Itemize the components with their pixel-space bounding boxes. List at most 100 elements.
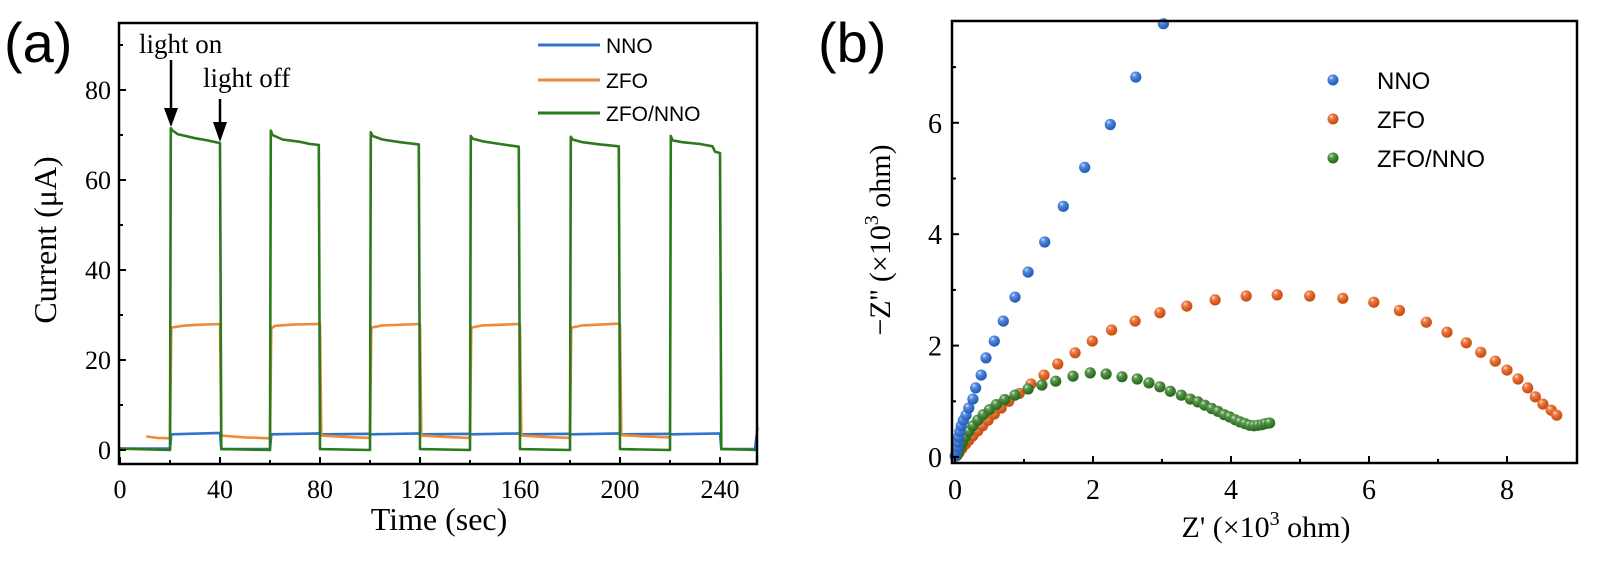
data-point-nno bbox=[963, 402, 975, 414]
legend-label-zfo-nno: ZFO/NNO bbox=[606, 103, 701, 126]
data-point-zfo bbox=[1304, 290, 1316, 302]
panel-b-legend: NNO ZFO ZFO/NNO bbox=[1327, 68, 1485, 173]
legend-item-nno: NNO bbox=[1327, 68, 1430, 95]
x-tick-label: 200 bbox=[601, 475, 640, 504]
y-tick-label: 60 bbox=[85, 166, 111, 195]
data-point-zfo-nno bbox=[1116, 371, 1128, 383]
data-point-zfo bbox=[1337, 292, 1349, 304]
series-points-zfo bbox=[950, 289, 1563, 462]
x-tick-label: 120 bbox=[401, 475, 440, 504]
data-point-zfo-nno bbox=[1084, 367, 1096, 379]
data-point-zfo-nno bbox=[1036, 379, 1048, 391]
series-line-zfo bbox=[146, 322, 671, 440]
x-tick-label: 0 bbox=[948, 475, 962, 506]
panel-a-axes bbox=[117, 21, 759, 466]
data-point-zfo bbox=[1522, 382, 1534, 394]
data-point-zfo bbox=[1240, 290, 1252, 302]
data-point-zfo bbox=[1038, 369, 1050, 381]
data-point-zfo bbox=[1209, 294, 1221, 306]
legend-item-zfo: ZFO bbox=[1327, 107, 1425, 134]
panel-a-frame bbox=[117, 21, 759, 466]
data-point-nno bbox=[1130, 71, 1142, 83]
data-point-zfo bbox=[1501, 364, 1513, 376]
y-tick-label: 0 bbox=[98, 436, 111, 465]
panel-b-series bbox=[949, 18, 1563, 462]
data-point-nno bbox=[1022, 266, 1034, 278]
data-point-nno bbox=[1079, 161, 1091, 173]
data-point-zfo-nno bbox=[1164, 385, 1176, 397]
x-tick-label: 2 bbox=[1086, 475, 1100, 506]
data-point-zfo bbox=[1086, 335, 1098, 347]
y-tick-label: 6 bbox=[928, 109, 942, 140]
data-point-zfo-nno bbox=[1050, 375, 1062, 387]
series-line-zfo-nno bbox=[119, 127, 758, 452]
legend-label-zfo: ZFO bbox=[1377, 107, 1425, 134]
annotation-light-on: light on bbox=[139, 29, 223, 59]
panel-a-legend: NNO ZFO ZFO/NNO bbox=[538, 35, 701, 126]
panel-b-label: (b) bbox=[818, 11, 886, 74]
panel-b-ticks: 0 2 4 6 8 0 2 4 6 bbox=[928, 66, 1514, 506]
data-point-zfo-nno bbox=[1175, 389, 1187, 401]
panel-a-y-axis-label: Current (μA) bbox=[27, 156, 63, 323]
data-point-zfo bbox=[1529, 391, 1541, 403]
y-tick-label: 40 bbox=[85, 256, 111, 285]
series-points-nno bbox=[949, 18, 1169, 462]
x-tick-label: 6 bbox=[1362, 475, 1376, 506]
panel-b-axes bbox=[950, 19, 1579, 465]
data-point-nno bbox=[975, 369, 987, 381]
panel-a-ticks: 0 40 80 120 160 200 240 0 20 40 60 80 bbox=[85, 44, 740, 504]
x-tick-label: 0 bbox=[114, 475, 127, 504]
data-point-zfo-nno bbox=[999, 394, 1011, 406]
data-point-zfo-nno bbox=[1022, 383, 1034, 395]
data-point-zfo-nno bbox=[990, 399, 1003, 411]
data-point-zfo bbox=[1460, 337, 1472, 349]
x-tick-label: 240 bbox=[701, 475, 740, 504]
data-point-zfo bbox=[1368, 296, 1380, 308]
x-tick-label: 160 bbox=[501, 475, 540, 504]
data-point-nno bbox=[970, 382, 982, 394]
x-tick-label: 4 bbox=[1224, 475, 1238, 506]
data-point-zfo bbox=[1106, 324, 1118, 336]
x-tick-label: 8 bbox=[1500, 475, 1514, 506]
legend-label-zfo-nno: ZFO/NNO bbox=[1377, 146, 1485, 173]
legend-marker-zfo-nno bbox=[1327, 152, 1339, 164]
legend-label-nno: NNO bbox=[1377, 68, 1430, 95]
data-point-zfo bbox=[1441, 326, 1453, 338]
data-point-zfo-nno bbox=[1131, 373, 1143, 385]
data-point-zfo bbox=[1154, 307, 1166, 319]
data-point-zfo-nno bbox=[1143, 377, 1155, 389]
data-point-zfo bbox=[1475, 346, 1487, 358]
y-tick-label: 80 bbox=[85, 76, 111, 105]
panel-a: (a) 0 40 80 120 160 200 240 0 20 40 60 80 Time (sec… bbox=[4, 11, 759, 537]
data-point-zfo bbox=[1069, 347, 1081, 359]
legend-item-nno: NNO bbox=[538, 35, 653, 58]
x-tick-label: 80 bbox=[307, 475, 333, 504]
legend-label-zfo: ZFO bbox=[606, 70, 648, 93]
data-point-nno bbox=[1009, 291, 1021, 303]
panel-b-y-axis-label: −Z'' (×103 ohm) bbox=[861, 144, 897, 335]
data-point-nno bbox=[997, 315, 1009, 327]
data-point-zfo bbox=[1489, 355, 1501, 367]
data-point-zfo bbox=[1420, 316, 1432, 328]
data-point-zfo bbox=[1551, 409, 1563, 421]
legend-marker-zfo bbox=[1327, 113, 1339, 125]
data-point-nno bbox=[980, 352, 992, 364]
panel-a-series bbox=[119, 127, 759, 452]
legend-item-zfo-nno: ZFO/NNO bbox=[1327, 146, 1485, 173]
data-point-zfo bbox=[1393, 304, 1405, 317]
panel-a-annotations: light on light off bbox=[139, 29, 290, 142]
annotation-light-off: light off bbox=[203, 63, 290, 93]
data-point-zfo-nno bbox=[1009, 389, 1021, 401]
legend-marker-nno bbox=[1327, 74, 1339, 86]
data-point-zfo-nno bbox=[1067, 370, 1079, 382]
data-point-zfo-nno bbox=[1100, 368, 1112, 380]
legend-item-zfo-nno: ZFO/NNO bbox=[538, 103, 701, 126]
data-point-nno bbox=[1104, 118, 1116, 131]
panel-b-x-axis-label: Z' (×103 ohm) bbox=[1182, 508, 1351, 544]
series-points-zfo-nno bbox=[951, 367, 1276, 461]
y-tick-label: 4 bbox=[928, 220, 942, 251]
data-point-nno bbox=[1057, 200, 1069, 212]
arrow-light-off-icon bbox=[213, 99, 227, 142]
x-tick-label: 40 bbox=[207, 475, 233, 504]
